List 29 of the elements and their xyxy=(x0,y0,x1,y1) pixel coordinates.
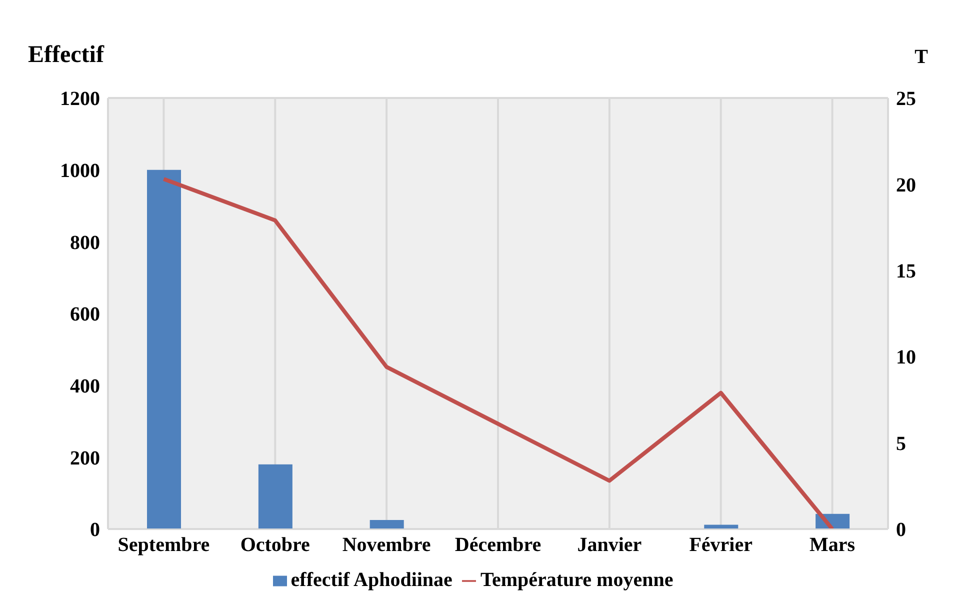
legend-label: Température moyenne xyxy=(480,569,674,591)
y-axis-title: Effectif xyxy=(28,42,104,69)
y2-tick-label: 10 xyxy=(896,346,916,369)
y2-tick-label: 20 xyxy=(896,174,916,196)
x-tick-label: Septembre xyxy=(118,534,210,556)
x-tick-label: Janvier xyxy=(577,534,642,556)
y-tick-label: 200 xyxy=(70,447,100,470)
x-tick-label: Novembre xyxy=(342,534,431,556)
y-tick-label: 1000 xyxy=(60,160,100,182)
x-tick-label: Février xyxy=(689,534,753,556)
x-tick-label: Mars xyxy=(810,534,856,556)
bar xyxy=(704,524,738,529)
y-tick-label: 600 xyxy=(70,304,100,326)
y-tick-label: 400 xyxy=(70,375,100,398)
bar xyxy=(370,520,404,529)
y-tick-label: 800 xyxy=(70,232,100,254)
line-series xyxy=(162,177,834,529)
y2-tick-label: 5 xyxy=(896,432,906,455)
y2-tick-label: 0 xyxy=(896,519,906,542)
y2-axis-title: T xyxy=(914,46,928,69)
x-tick-label: Décembre xyxy=(454,534,542,556)
bar xyxy=(147,170,181,529)
legend-label: effectif Aphodiinae xyxy=(290,569,452,591)
y2-tick-label: 25 xyxy=(896,88,916,110)
x-tick-label: Octobre xyxy=(240,534,310,556)
y-tick-label: 1200 xyxy=(60,88,100,110)
y-tick-label: 0 xyxy=(90,519,100,542)
bar xyxy=(258,464,292,529)
y2-tick-label: 15 xyxy=(896,260,916,282)
